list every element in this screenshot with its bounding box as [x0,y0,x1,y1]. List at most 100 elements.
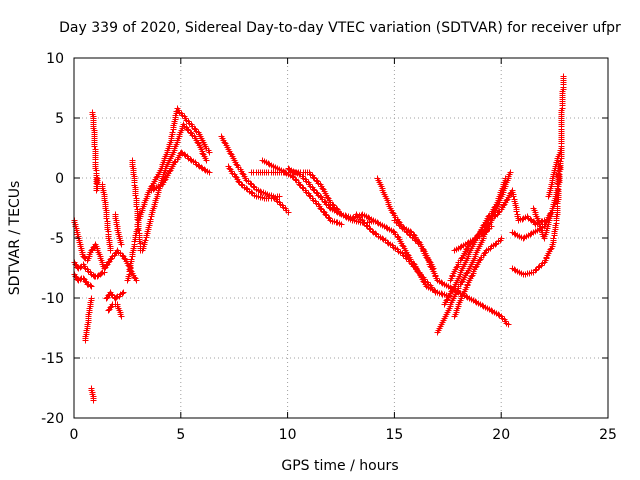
data-point [406,231,413,238]
data-point [101,269,108,276]
data-point [338,221,345,228]
data-point [430,265,437,272]
series-early-k [129,157,144,254]
data-point [88,295,95,302]
data-point [532,267,539,274]
chart-title: Day 339 of 2020, Sidereal Day-to-day VTE… [59,20,621,36]
data-point [133,203,140,210]
x-axis-label: GPS time / hours [281,458,398,474]
data-point [142,237,149,244]
data-point [133,277,140,284]
series-track-d [218,133,292,216]
data-point [107,247,114,254]
data-point [98,270,105,277]
data-point [502,175,509,182]
data-point [558,145,565,152]
series-early-e [105,301,125,320]
data-point [77,264,84,271]
data-point [299,184,306,191]
y-tick-label: -15 [41,351,64,367]
x-tick-label: 10 [279,427,297,443]
data-point [147,216,154,223]
data-point [550,235,557,242]
y-tick-label: -5 [50,231,64,247]
data-point [257,188,264,195]
data-point [560,73,567,80]
data-point [552,199,559,206]
data-point [292,176,299,183]
series-early-f [82,295,95,344]
y-tick-label: 5 [55,111,64,127]
series-track-u [530,199,559,242]
y-tick-label: -10 [41,291,64,307]
series-track-e [225,163,283,202]
data-point [90,397,97,404]
data-point [134,216,141,223]
data-point [276,193,283,200]
series-early-b [71,259,108,280]
data-point [296,181,303,188]
data-point [488,223,495,230]
series-track-n [447,187,548,284]
data-point [238,181,245,188]
grid [74,58,608,418]
data-point [81,254,88,261]
data-point [135,227,142,234]
data-point [285,209,292,216]
series-early-h [89,109,101,194]
axis-ticks: 0 5 10 15 20 25 -20 -15 -10 -5 0 5 10 [41,51,617,443]
y-tick-label: -20 [41,411,64,427]
data-point [87,282,94,289]
data-point [171,159,178,166]
data-point [250,183,257,190]
series-track-f [248,169,377,226]
data-point [206,169,213,176]
x-tick-label: 25 [599,427,617,443]
x-tick-label: 20 [492,427,510,443]
data-point [289,173,296,180]
data-point [432,289,439,296]
data-point [94,175,101,182]
data-point [206,149,213,156]
x-tick-label: 15 [385,427,403,443]
data-point [113,294,120,301]
data-point [118,241,125,248]
x-tick-label: 5 [176,427,185,443]
data-point [492,241,499,248]
series-track-c [148,149,213,194]
series-track-t [545,145,565,200]
series-track-j [353,211,439,296]
series-track-i [374,175,462,296]
data-point [184,126,191,133]
data-point [128,256,135,263]
data-point [103,215,110,222]
data-point [203,157,210,164]
series-track-q [451,235,505,320]
data-point [91,143,98,150]
data-point [403,228,410,235]
series-track-a [124,105,213,284]
data-point [372,230,379,237]
series-track-b [139,121,210,254]
series-early-a [71,217,140,284]
series-early-g [88,385,97,404]
data-point [118,313,125,320]
y-axis-label: SDTVAR / TECUs [7,181,23,296]
data-point [322,211,329,218]
data-point [498,235,505,242]
data-point [132,192,139,199]
data-point [108,291,115,298]
y-tick-label: 0 [55,171,64,187]
data-point [363,222,370,229]
data-point [306,192,313,199]
data-point [247,180,254,187]
series-track-r [509,73,567,278]
series-early-i [99,181,114,254]
data-point [235,178,242,185]
data-point [119,290,126,297]
data-point [88,283,95,290]
data-point [366,225,373,232]
data-point [438,290,445,297]
series-track-o [451,223,495,254]
